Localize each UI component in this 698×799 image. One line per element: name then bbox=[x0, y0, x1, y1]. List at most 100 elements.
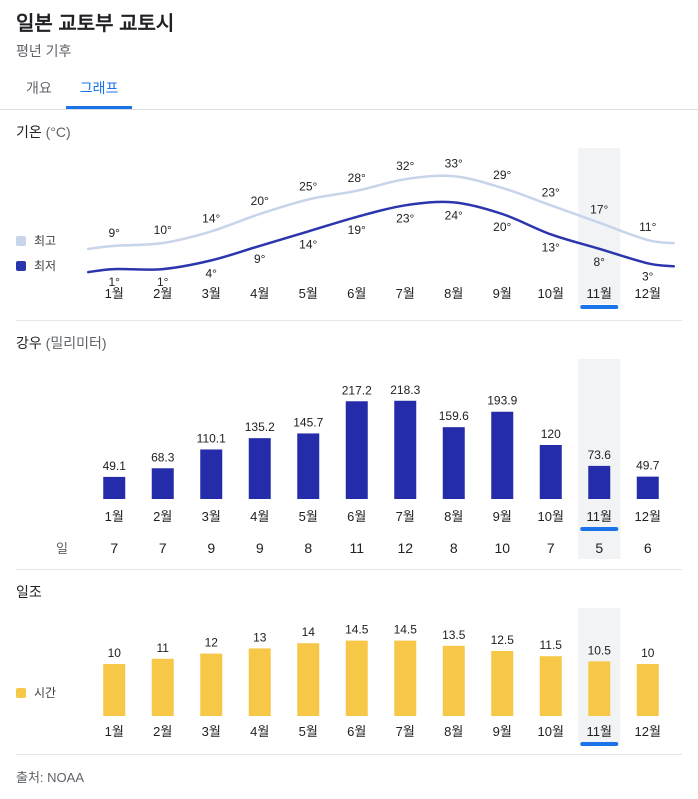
rain-bar-1월[interactable] bbox=[103, 476, 126, 499]
temperature-legend: 최고 최저 bbox=[16, 232, 56, 282]
month-label-11월[interactable]: 11월 bbox=[587, 286, 612, 301]
rain-value-label: 159.6 bbox=[439, 409, 469, 423]
rain-value-label: 218.3 bbox=[390, 383, 420, 397]
month-label-11월[interactable]: 11월 bbox=[587, 724, 612, 739]
highlight-band bbox=[578, 359, 621, 559]
rain-bar-12월[interactable] bbox=[636, 476, 659, 499]
selected-month-underline bbox=[580, 305, 619, 309]
month-label-12월[interactable]: 12월 bbox=[635, 509, 661, 524]
temp-value-label: 3° bbox=[642, 269, 654, 283]
sun-bar-10월[interactable] bbox=[539, 656, 562, 716]
month-label-8월[interactable]: 8월 bbox=[444, 286, 463, 301]
month-label-1월[interactable]: 1월 bbox=[105, 286, 124, 301]
temperature-section: 기온 (°C) 최고 최저 9° 10° 14° 20° 25° 28° 32° 33° 29°… bbox=[0, 110, 698, 320]
temp-value-label: 20° bbox=[251, 194, 269, 208]
legend-low-label: 최저 bbox=[34, 259, 57, 273]
temp-value-label: 20° bbox=[493, 220, 511, 234]
month-label-5월[interactable]: 5월 bbox=[299, 509, 318, 524]
rain-days-value: 8 bbox=[450, 540, 458, 556]
temp-line-최고 bbox=[87, 174, 675, 251]
page-subtitle: 평년 기후 bbox=[16, 43, 72, 59]
rain-value-label: 110.1 bbox=[197, 431, 226, 445]
sun-bar-5월[interactable] bbox=[297, 643, 320, 716]
sun-value-label: 12 bbox=[205, 636, 219, 650]
month-label-3월[interactable]: 3월 bbox=[202, 286, 221, 301]
month-label-10월[interactable]: 10월 bbox=[538, 509, 564, 524]
rain-bar-3월[interactable] bbox=[200, 449, 223, 499]
rain-bar-2월[interactable] bbox=[151, 468, 174, 499]
month-label-4월[interactable]: 4월 bbox=[250, 724, 269, 739]
days-row-label: 일 bbox=[56, 541, 68, 556]
tab-graph[interactable]: 그래프 bbox=[65, 69, 133, 109]
month-label-4월[interactable]: 4월 bbox=[250, 286, 269, 301]
rain-days-value: 8 bbox=[304, 540, 312, 556]
rain-days-value: 7 bbox=[547, 540, 555, 556]
month-label-7월[interactable]: 7월 bbox=[396, 724, 415, 739]
sun-value-label: 14.5 bbox=[345, 623, 369, 637]
rainfall-unit: (밀리미터) bbox=[45, 335, 107, 351]
month-label-6월[interactable]: 6월 bbox=[347, 509, 366, 524]
rain-bar-4월[interactable] bbox=[248, 438, 271, 499]
month-label-9월[interactable]: 9월 bbox=[493, 509, 512, 524]
sun-bar-1월[interactable] bbox=[103, 664, 126, 716]
sunshine-section-title: 일조 bbox=[0, 582, 698, 602]
month-label-6월[interactable]: 6월 bbox=[347, 286, 366, 301]
temperature-unit: (°C) bbox=[45, 124, 71, 140]
month-label-7월[interactable]: 7월 bbox=[396, 286, 415, 301]
rain-bar-8월[interactable] bbox=[442, 427, 465, 499]
sun-bar-6월[interactable] bbox=[345, 640, 368, 716]
month-label-11월[interactable]: 11월 bbox=[587, 509, 612, 524]
rain-value-label: 135.2 bbox=[245, 420, 275, 434]
sun-bar-4월[interactable] bbox=[248, 648, 271, 716]
month-label-9월[interactable]: 9월 bbox=[493, 286, 512, 301]
month-label-9월[interactable]: 9월 bbox=[493, 724, 512, 739]
sun-bar-8월[interactable] bbox=[442, 645, 465, 716]
month-label-2월[interactable]: 2월 bbox=[153, 724, 172, 739]
month-label-12월[interactable]: 12월 bbox=[635, 724, 661, 739]
month-label-5월[interactable]: 5월 bbox=[299, 286, 318, 301]
month-label-7월[interactable]: 7월 bbox=[396, 509, 415, 524]
sun-bar-11월[interactable] bbox=[588, 661, 611, 716]
month-label-6월[interactable]: 6월 bbox=[347, 724, 366, 739]
selected-month-underline bbox=[580, 742, 619, 746]
tab-bar: 개요 그래프 bbox=[0, 69, 698, 110]
month-label-3월[interactable]: 3월 bbox=[202, 724, 221, 739]
sun-bar-2월[interactable] bbox=[151, 658, 174, 716]
temp-value-label: 33° bbox=[445, 156, 463, 170]
month-label-5월[interactable]: 5월 bbox=[299, 724, 318, 739]
sun-bar-12월[interactable] bbox=[636, 664, 659, 716]
month-label-3월[interactable]: 3월 bbox=[202, 509, 221, 524]
month-label-2월[interactable]: 2월 bbox=[153, 286, 172, 301]
tab-overview[interactable]: 개요 bbox=[26, 80, 52, 96]
rain-days-value: 12 bbox=[397, 540, 413, 556]
rain-bar-10월[interactable] bbox=[539, 445, 562, 499]
sunshine-section: 일조 시간 10 11 12 13 14 14.5 14.5 13.5 12.5 11.5 10.5… bbox=[0, 570, 698, 754]
month-label-10월[interactable]: 10월 bbox=[538, 286, 564, 301]
month-label-12월[interactable]: 12월 bbox=[635, 286, 661, 301]
temp-value-label: 13° bbox=[542, 240, 560, 254]
month-label-1월[interactable]: 1월 bbox=[105, 724, 124, 739]
rain-value-label: 68.3 bbox=[151, 450, 175, 464]
month-label-8월[interactable]: 8월 bbox=[444, 509, 463, 524]
sunshine-chart: 10 11 12 13 14 14.5 14.5 13.5 12.5 11.5 10.5 10 1월 2월… bbox=[103, 608, 661, 746]
more-options-button[interactable] bbox=[624, 12, 640, 22]
month-label-1월[interactable]: 1월 bbox=[105, 509, 124, 524]
rain-bar-11월[interactable] bbox=[588, 465, 611, 499]
rainfall-label: 강우 bbox=[16, 335, 42, 351]
sun-bar-3월[interactable] bbox=[200, 653, 223, 716]
temp-value-label: 8° bbox=[594, 255, 606, 269]
month-label-4월[interactable]: 4월 bbox=[250, 509, 269, 524]
source-text: 출처: NOAA bbox=[16, 770, 84, 785]
month-label-2월[interactable]: 2월 bbox=[153, 509, 172, 524]
sun-bar-9월[interactable] bbox=[491, 651, 514, 716]
rain-bar-6월[interactable] bbox=[345, 401, 368, 499]
rain-bar-7월[interactable] bbox=[394, 400, 417, 499]
rain-bar-5월[interactable] bbox=[297, 433, 320, 499]
month-label-10월[interactable]: 10월 bbox=[538, 724, 564, 739]
rain-bar-9월[interactable] bbox=[491, 411, 514, 499]
rain-days-value: 9 bbox=[207, 540, 215, 556]
highlight-band bbox=[578, 148, 621, 304]
sun-bar-7월[interactable] bbox=[394, 640, 417, 716]
month-label-8월[interactable]: 8월 bbox=[444, 724, 463, 739]
